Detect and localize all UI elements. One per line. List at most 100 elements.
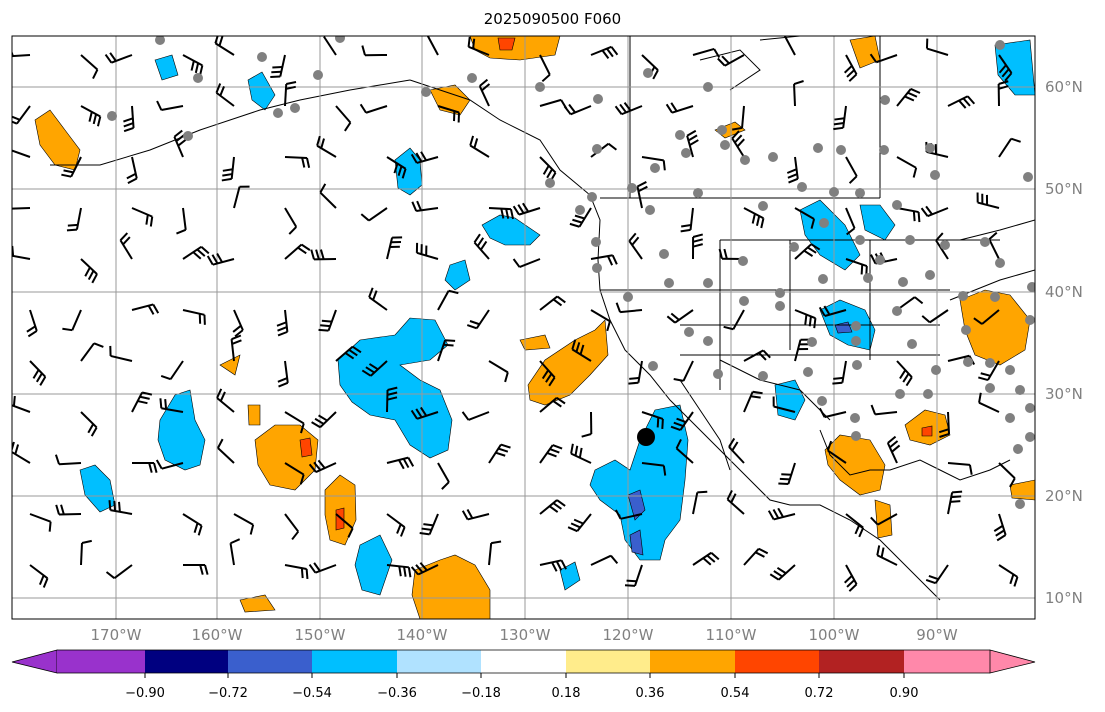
- wind-barb: [270, 54, 286, 78]
- colorbar-segment: [228, 650, 312, 673]
- wind-barb: [419, 513, 439, 536]
- wind-barb: [123, 105, 135, 133]
- wind-barb: [216, 388, 235, 413]
- wind-barb: [832, 360, 847, 385]
- station-dot: [467, 73, 477, 83]
- wind-barb: [794, 309, 817, 329]
- wind-barb: [323, 36, 337, 56]
- wind-barb: [488, 443, 511, 464]
- wind-barb: [726, 490, 745, 515]
- wind-barb: [997, 80, 1009, 107]
- wind-barb: [988, 231, 1000, 260]
- wind-barb: [411, 200, 439, 213]
- wind-barb: [360, 207, 388, 222]
- wind-barb: [998, 137, 1021, 158]
- wind-barb: [437, 462, 450, 490]
- wind-barb: [692, 490, 708, 515]
- wind-barb: [692, 233, 704, 260]
- station-dot: [720, 140, 730, 150]
- station-dot: [717, 125, 727, 135]
- wind-barb: [767, 507, 796, 521]
- station-dot: [931, 365, 941, 375]
- wind-barb: [461, 411, 490, 421]
- station-dot: [713, 369, 723, 379]
- wind-barb: [361, 360, 388, 377]
- wind-barb: [284, 243, 311, 260]
- station-dot: [895, 389, 905, 399]
- wind-barb: [12, 50, 31, 58]
- wind-barb: [469, 135, 490, 158]
- wind-barb: [104, 52, 133, 64]
- station-dot: [659, 249, 669, 259]
- lon-label: 140°W: [396, 626, 448, 644]
- wind-barb: [466, 309, 490, 330]
- wind-barb: [641, 411, 664, 429]
- wind-barb: [976, 192, 1000, 209]
- wind-barb: [670, 411, 694, 431]
- station-dot: [290, 103, 300, 113]
- storm-center-marker: [637, 428, 655, 446]
- wind-barb: [818, 305, 847, 317]
- station-dot: [738, 256, 748, 266]
- wind-barb: [488, 540, 502, 566]
- station-dot: [693, 188, 703, 198]
- lon-label: 90°W: [916, 626, 958, 644]
- wind-barbs: [12, 36, 1021, 592]
- wind-barb: [361, 45, 388, 57]
- station-dot: [818, 274, 828, 284]
- wind-barb: [615, 509, 643, 520]
- station-dot: [758, 201, 768, 211]
- station-dot: [703, 82, 713, 92]
- colorbar-segment: [145, 650, 228, 673]
- wind-barb: [284, 81, 297, 107]
- wind-barb: [173, 129, 187, 158]
- wind-barb: [539, 499, 566, 515]
- wind-barb: [512, 258, 541, 268]
- wind-barb: [12, 245, 31, 260]
- wind-barb: [80, 539, 92, 566]
- station-dot: [643, 68, 653, 78]
- wind-barb: [359, 103, 388, 114]
- station-dot: [535, 82, 545, 92]
- station-markers: [107, 36, 1035, 509]
- wind-barb: [539, 156, 557, 182]
- wind-barb: [176, 207, 187, 235]
- wind-barb: [206, 253, 235, 266]
- wind-barb: [896, 87, 921, 107]
- wind-barb: [833, 105, 847, 131]
- wind-barb: [182, 245, 210, 260]
- map-title: 2025090500 F060: [483, 10, 622, 28]
- station-dot: [930, 170, 940, 180]
- station-dot: [591, 237, 601, 247]
- station-dot: [819, 218, 829, 228]
- wind-barb: [925, 564, 949, 585]
- station-dot: [545, 178, 555, 188]
- wind-barb: [641, 156, 666, 171]
- graticule: [12, 36, 1035, 619]
- station-dot: [1015, 499, 1025, 509]
- colorbar-segment: [397, 650, 481, 673]
- wind-barb: [386, 456, 415, 470]
- wind-barb: [54, 454, 82, 466]
- lat-label: 30°N: [1045, 385, 1083, 403]
- wind-barb: [108, 500, 133, 515]
- wind-barb: [570, 443, 592, 464]
- wind-barb: [488, 207, 515, 220]
- station-dot: [985, 358, 995, 368]
- station-dot: [155, 36, 165, 45]
- colorbar-tick-label: −0.54: [292, 686, 332, 701]
- wind-barb: [896, 360, 913, 387]
- station-dot: [592, 144, 602, 154]
- wind-barb: [126, 156, 138, 184]
- station-dot: [879, 145, 889, 155]
- colorbar-tick-label: 0.90: [889, 686, 919, 701]
- wind-barb: [778, 462, 796, 485]
- wind-barb: [80, 342, 104, 362]
- colorbar-segment: [312, 650, 397, 673]
- wind-barb: [786, 156, 799, 184]
- station-dot: [990, 292, 1000, 302]
- wind-barb: [12, 105, 31, 125]
- colorbar-segment: [566, 650, 650, 673]
- station-dot: [985, 383, 995, 393]
